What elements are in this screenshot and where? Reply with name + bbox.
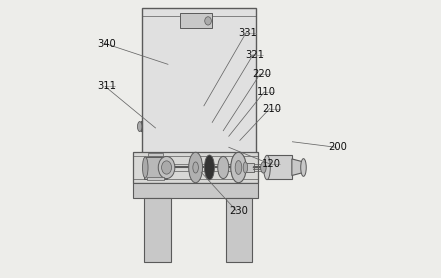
Text: 311: 311 (97, 81, 116, 91)
Text: 110: 110 (257, 87, 276, 97)
Bar (267, 155, 292, 179)
Ellipse shape (205, 17, 211, 25)
Text: 210: 210 (262, 104, 281, 114)
Ellipse shape (138, 121, 142, 131)
Ellipse shape (193, 162, 198, 173)
Ellipse shape (243, 162, 247, 173)
Bar (133, 152, 258, 183)
Text: 220: 220 (252, 69, 271, 79)
Ellipse shape (235, 161, 242, 174)
Text: 230: 230 (229, 206, 248, 216)
Ellipse shape (231, 152, 246, 183)
Bar (142, 8, 257, 154)
Bar (145, 198, 171, 262)
Ellipse shape (218, 157, 229, 178)
Text: 321: 321 (245, 50, 265, 60)
Bar (147, 177, 164, 180)
Bar (245, 163, 254, 172)
Ellipse shape (261, 162, 266, 173)
Text: 120: 120 (262, 159, 281, 169)
Ellipse shape (189, 152, 202, 183)
Text: 331: 331 (239, 28, 258, 38)
Text: 200: 200 (329, 142, 347, 152)
Ellipse shape (161, 161, 172, 174)
Ellipse shape (142, 157, 148, 178)
Bar (133, 183, 258, 198)
Text: 340: 340 (97, 39, 116, 49)
Bar (180, 13, 212, 28)
Bar (148, 153, 163, 156)
Ellipse shape (158, 157, 175, 178)
Ellipse shape (205, 155, 214, 180)
Bar (226, 198, 252, 262)
Ellipse shape (301, 159, 306, 176)
Polygon shape (292, 159, 303, 175)
Ellipse shape (264, 155, 270, 180)
Bar (145, 157, 167, 178)
